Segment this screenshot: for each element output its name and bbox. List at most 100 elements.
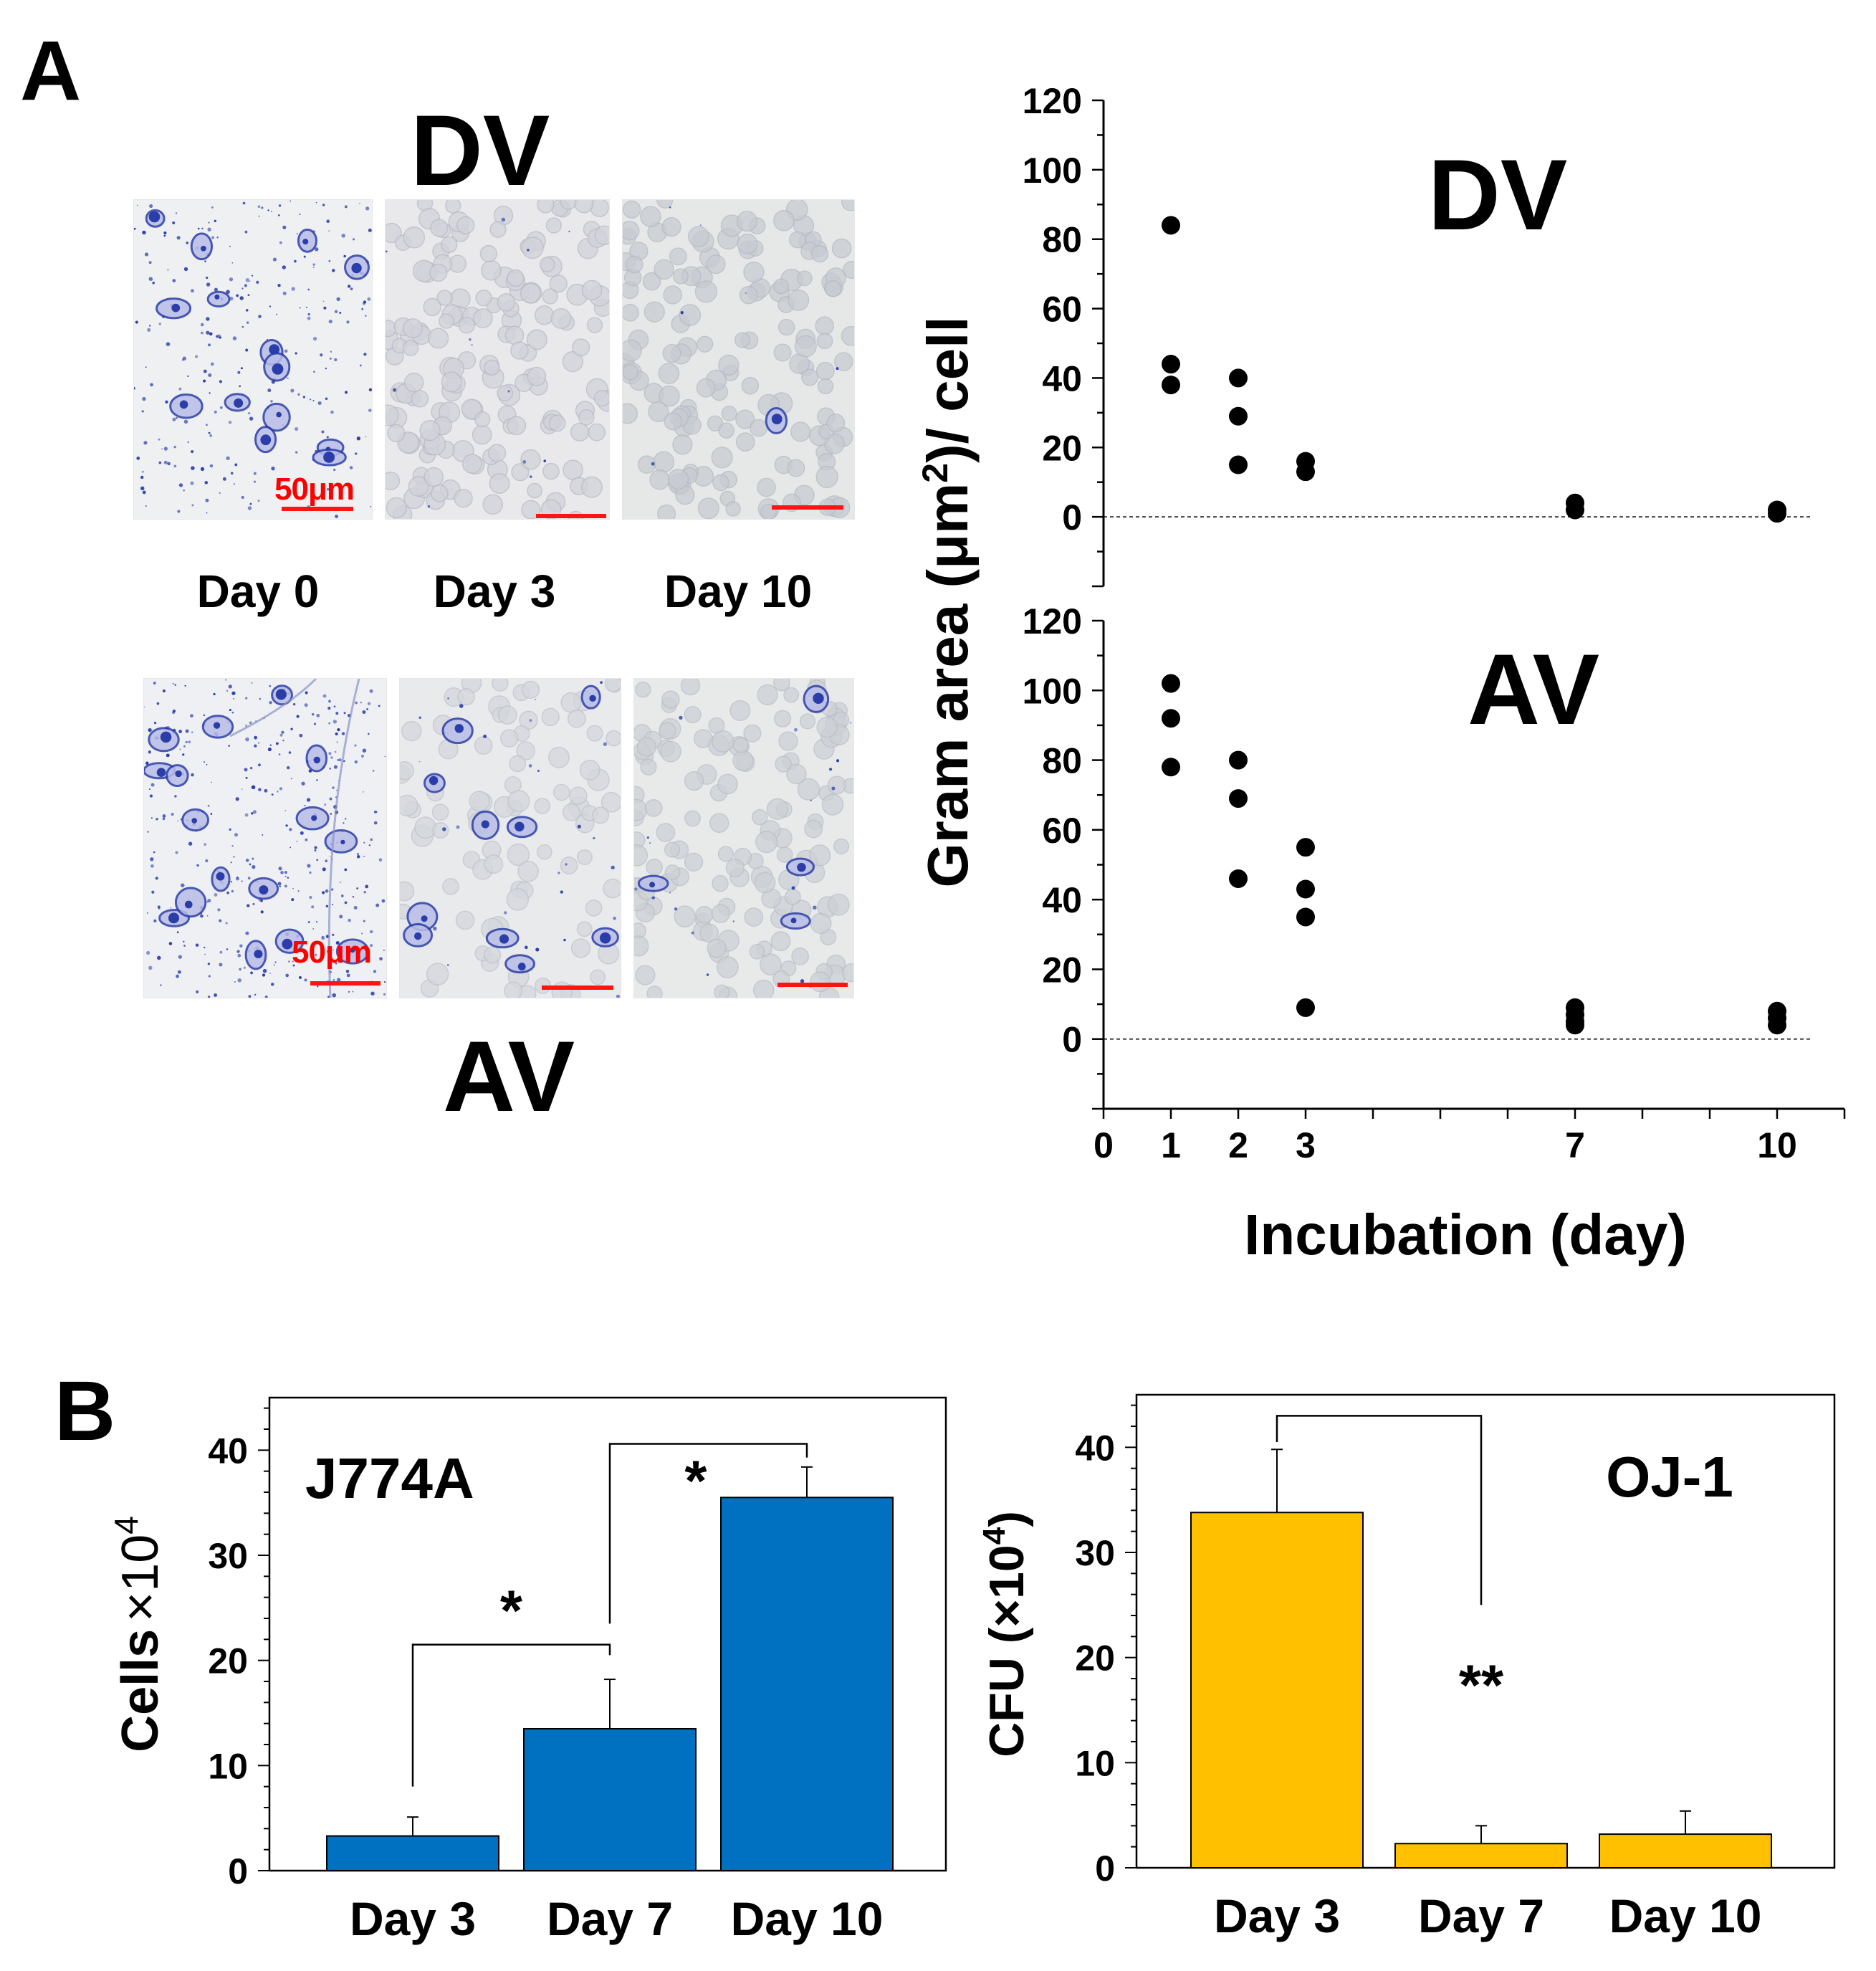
bacteria-speck xyxy=(245,277,250,282)
cell-nucleus xyxy=(275,689,287,700)
bacteria-speck xyxy=(316,713,320,717)
bacteria-speck xyxy=(237,953,241,958)
bacteria-speck xyxy=(332,933,335,936)
red-blood-cell xyxy=(717,846,734,862)
bacteria-speck xyxy=(392,388,397,392)
bacteria-speck xyxy=(383,981,386,983)
bacteria-speck xyxy=(150,817,153,819)
red-blood-cell xyxy=(637,455,656,474)
red-blood-cell xyxy=(659,385,680,407)
bacteria-speck xyxy=(200,914,204,918)
bacteria-speck xyxy=(262,973,266,977)
bar-chart-oj1: 0 10 20 30 40 Day 3 Day 7 Day 10 OJ-1 ** CFU (×104… xyxy=(977,1393,1836,1942)
bacteria-speck xyxy=(275,742,279,745)
bar xyxy=(1190,1512,1364,1869)
bacteria-speck xyxy=(206,763,208,765)
red-blood-cell xyxy=(783,687,800,703)
red-blood-cell xyxy=(623,303,639,322)
red-blood-cell xyxy=(841,325,854,346)
bacteria-speck xyxy=(745,292,747,294)
bacteria-speck xyxy=(207,227,211,232)
red-blood-cell xyxy=(521,500,541,519)
bacteria-speck xyxy=(334,310,338,314)
bacteria-speck xyxy=(231,889,234,893)
bacteria-speck xyxy=(225,679,227,681)
red-blood-cell xyxy=(706,254,726,275)
bacteria-speck xyxy=(273,964,275,966)
bacteria-speck xyxy=(277,483,281,487)
data-point xyxy=(1229,406,1248,426)
bacteria-speck xyxy=(241,287,244,290)
red-blood-cell xyxy=(744,907,764,927)
red-blood-cell xyxy=(545,217,563,234)
bacteria-speck xyxy=(163,231,167,235)
red-blood-cell xyxy=(581,280,603,301)
bacteria-speck xyxy=(363,300,367,304)
red-blood-cell xyxy=(517,860,539,882)
cell-nucleus xyxy=(771,414,783,425)
bacteria-speck xyxy=(335,789,338,791)
red-blood-cell xyxy=(520,282,541,304)
bacteria-speck xyxy=(330,410,334,414)
bacteria-speck xyxy=(303,255,306,258)
red-blood-cell xyxy=(436,290,453,306)
red-blood-cell xyxy=(441,371,462,393)
bacteria-speck xyxy=(226,290,230,295)
bacteria-speck xyxy=(143,441,148,445)
bacteria-speck xyxy=(228,744,231,747)
bacteria-speck xyxy=(234,981,236,983)
red-blood-cell xyxy=(542,462,560,480)
red-blood-cell xyxy=(474,736,493,755)
bacteria-speck xyxy=(649,842,651,844)
bacteria-speck xyxy=(183,940,185,942)
bacteria-speck xyxy=(732,920,734,922)
red-blood-cell xyxy=(539,257,555,272)
bacteria-speck xyxy=(278,867,282,871)
bacteria-speck xyxy=(373,970,377,973)
bacteria-speck xyxy=(296,715,300,718)
bacteria-speck xyxy=(219,406,223,409)
bacteria-speck xyxy=(150,864,154,868)
red-blood-cell xyxy=(684,706,702,724)
bacteria-speck xyxy=(258,788,262,792)
red-blood-cell xyxy=(695,905,714,924)
data-point xyxy=(1566,1016,1584,1035)
bacteria-speck xyxy=(325,397,328,401)
bacteria-speck xyxy=(219,950,223,954)
bacteria-speck xyxy=(183,490,185,492)
y-tick-label: 20 xyxy=(1042,428,1082,468)
red-blood-cell xyxy=(664,864,681,881)
cell-nucleus xyxy=(454,724,464,733)
bacteria-speck xyxy=(245,859,249,862)
bacteria-speck xyxy=(219,919,222,922)
bacteria-speck xyxy=(177,970,181,974)
bacteria-speck xyxy=(336,297,340,302)
bacteria-speck xyxy=(254,735,258,740)
bacteria-speck xyxy=(504,911,507,915)
red-blood-cell xyxy=(479,244,498,263)
red-blood-cell xyxy=(658,363,680,384)
bacteria-speck xyxy=(262,968,267,973)
bacteria-speck xyxy=(282,291,287,295)
bacteria-speck xyxy=(335,712,339,715)
bacteria-speck xyxy=(334,750,337,753)
bacteria-speck xyxy=(152,281,155,285)
bacteria-speck xyxy=(167,269,169,271)
bacteria-speck xyxy=(244,768,248,772)
bacteria-speck xyxy=(204,481,209,485)
cell-nucleus xyxy=(201,245,206,252)
bacteria-speck xyxy=(356,436,361,441)
bacteria-speck xyxy=(370,930,373,934)
bacteria-speck xyxy=(249,280,251,282)
bacteria-speck xyxy=(247,904,250,907)
panel-b-letter: B xyxy=(54,1364,116,1459)
bacteria-speck xyxy=(329,797,332,801)
red-blood-cell xyxy=(657,504,676,519)
data-point xyxy=(1162,758,1180,777)
bacteria-speck xyxy=(359,364,362,367)
bacteria-speck xyxy=(209,332,213,336)
cell-nucleus xyxy=(599,932,611,944)
red-blood-cell xyxy=(672,434,693,455)
bacteria-speck xyxy=(284,884,287,888)
bacteria-speck xyxy=(828,768,833,771)
